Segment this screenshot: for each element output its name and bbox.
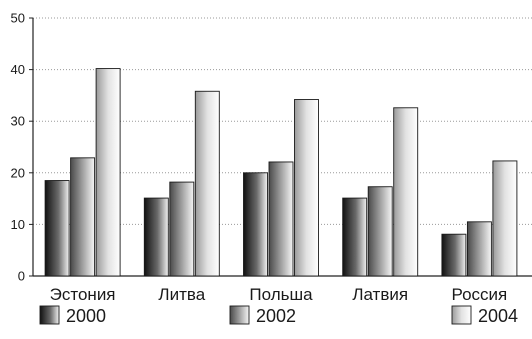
y-tick-label: 50	[11, 11, 25, 26]
y-tick-label: 40	[11, 62, 25, 77]
x-category-label: Эстония	[50, 285, 116, 304]
bar-2004-3	[393, 107, 419, 277]
y-tick-label: 10	[11, 217, 25, 232]
bar-2000-0	[44, 180, 70, 277]
y-tick-label: 20	[11, 165, 25, 180]
x-category-label: Россия	[452, 285, 508, 304]
legend-item-2000: 2000	[39, 305, 106, 326]
legend-swatch	[39, 305, 60, 325]
bar-2000-2	[243, 172, 268, 277]
axis-labels: 0 10 20 30 40 50 Эстония Литва Польша Латвия Росси…	[11, 11, 508, 305]
legend-swatch	[451, 305, 472, 325]
legend-swatch	[229, 305, 250, 325]
bar-2002-4	[466, 221, 492, 277]
x-category-label: Литва	[158, 285, 205, 304]
legend: 2000 2002 2004	[39, 305, 518, 326]
bar-2004-4	[492, 160, 518, 277]
bars	[44, 68, 518, 277]
y-tick-label: 30	[11, 114, 25, 129]
bar-2002-1	[169, 181, 195, 277]
legend-label: 2000	[66, 306, 106, 326]
bar-2004-1	[194, 90, 220, 277]
y-tick-label: 0	[18, 269, 25, 284]
legend-item-2004: 2004	[451, 305, 518, 326]
legend-label: 2002	[256, 306, 296, 326]
x-category-label: Латвия	[352, 285, 408, 304]
bar-2000-4	[441, 233, 467, 277]
bar-2004-2	[294, 99, 319, 277]
legend-label: 2004	[478, 306, 518, 326]
legend-item-2002: 2002	[229, 305, 296, 326]
bar-2004-0	[95, 68, 121, 277]
x-category-label: Польша	[249, 285, 313, 304]
bar-2002-2	[268, 161, 294, 277]
bar-2000-1	[143, 197, 169, 277]
bar-2002-0	[70, 157, 96, 277]
bar-2000-3	[342, 197, 368, 277]
bar-2002-3	[367, 186, 393, 277]
